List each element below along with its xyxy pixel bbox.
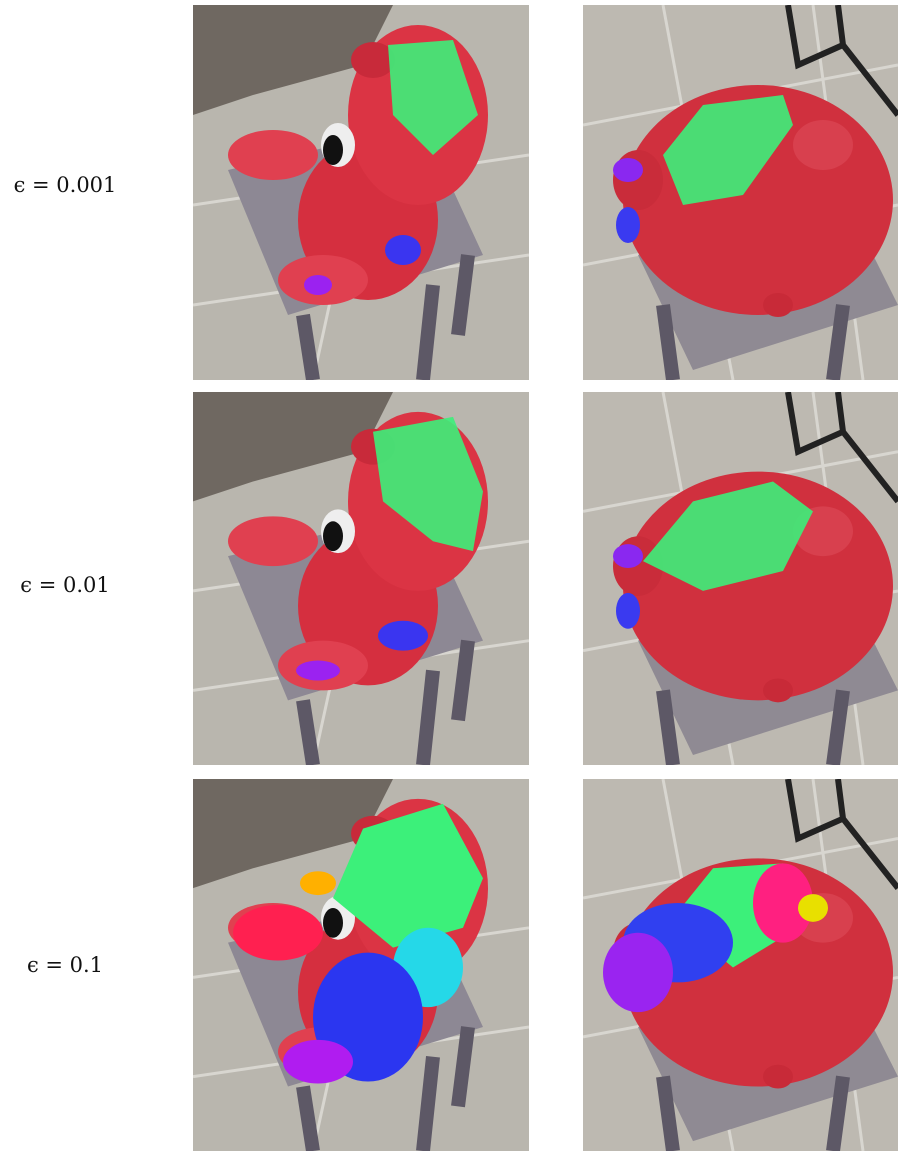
- overlay-purple: [296, 661, 340, 681]
- overlay-yellow: [300, 871, 336, 895]
- bear-arm: [228, 130, 318, 180]
- overlay-red: [233, 905, 323, 961]
- bear-pupil: [323, 521, 343, 551]
- bear-pupil: [323, 908, 343, 938]
- row-label: ϵ = 0.1: [0, 953, 130, 977]
- bear-arm: [228, 516, 318, 566]
- overlay-blue: [385, 235, 421, 265]
- overlay-yellow: [798, 894, 828, 922]
- overlay-purple: [304, 275, 332, 295]
- figure: ϵ = 0.001 ϵ = 0.01 ϵ = 0.1: [0, 0, 910, 1153]
- photo-view-1: [193, 779, 529, 1151]
- bear-tail: [763, 678, 793, 702]
- overlay-blue: [378, 621, 428, 651]
- row-label: ϵ = 0.01: [0, 573, 130, 597]
- photo-view-2: [583, 5, 898, 380]
- bear-tail: [763, 293, 793, 317]
- bear-ear: [793, 120, 853, 170]
- overlay-purple: [613, 158, 643, 182]
- bear-pupil: [323, 135, 343, 165]
- row-label: ϵ = 0.001: [0, 173, 130, 197]
- overlay-purple: [283, 1040, 353, 1084]
- photo-view-1: [193, 5, 529, 380]
- bear-tail: [763, 1065, 793, 1089]
- overlay-blue: [616, 593, 640, 629]
- overlay-blue: [616, 207, 640, 243]
- photo-view-2: [583, 392, 898, 765]
- photo-view-1: [193, 392, 529, 765]
- overlay-purple: [613, 544, 643, 568]
- overlay-purple: [603, 933, 673, 1012]
- photo-view-2: [583, 779, 898, 1151]
